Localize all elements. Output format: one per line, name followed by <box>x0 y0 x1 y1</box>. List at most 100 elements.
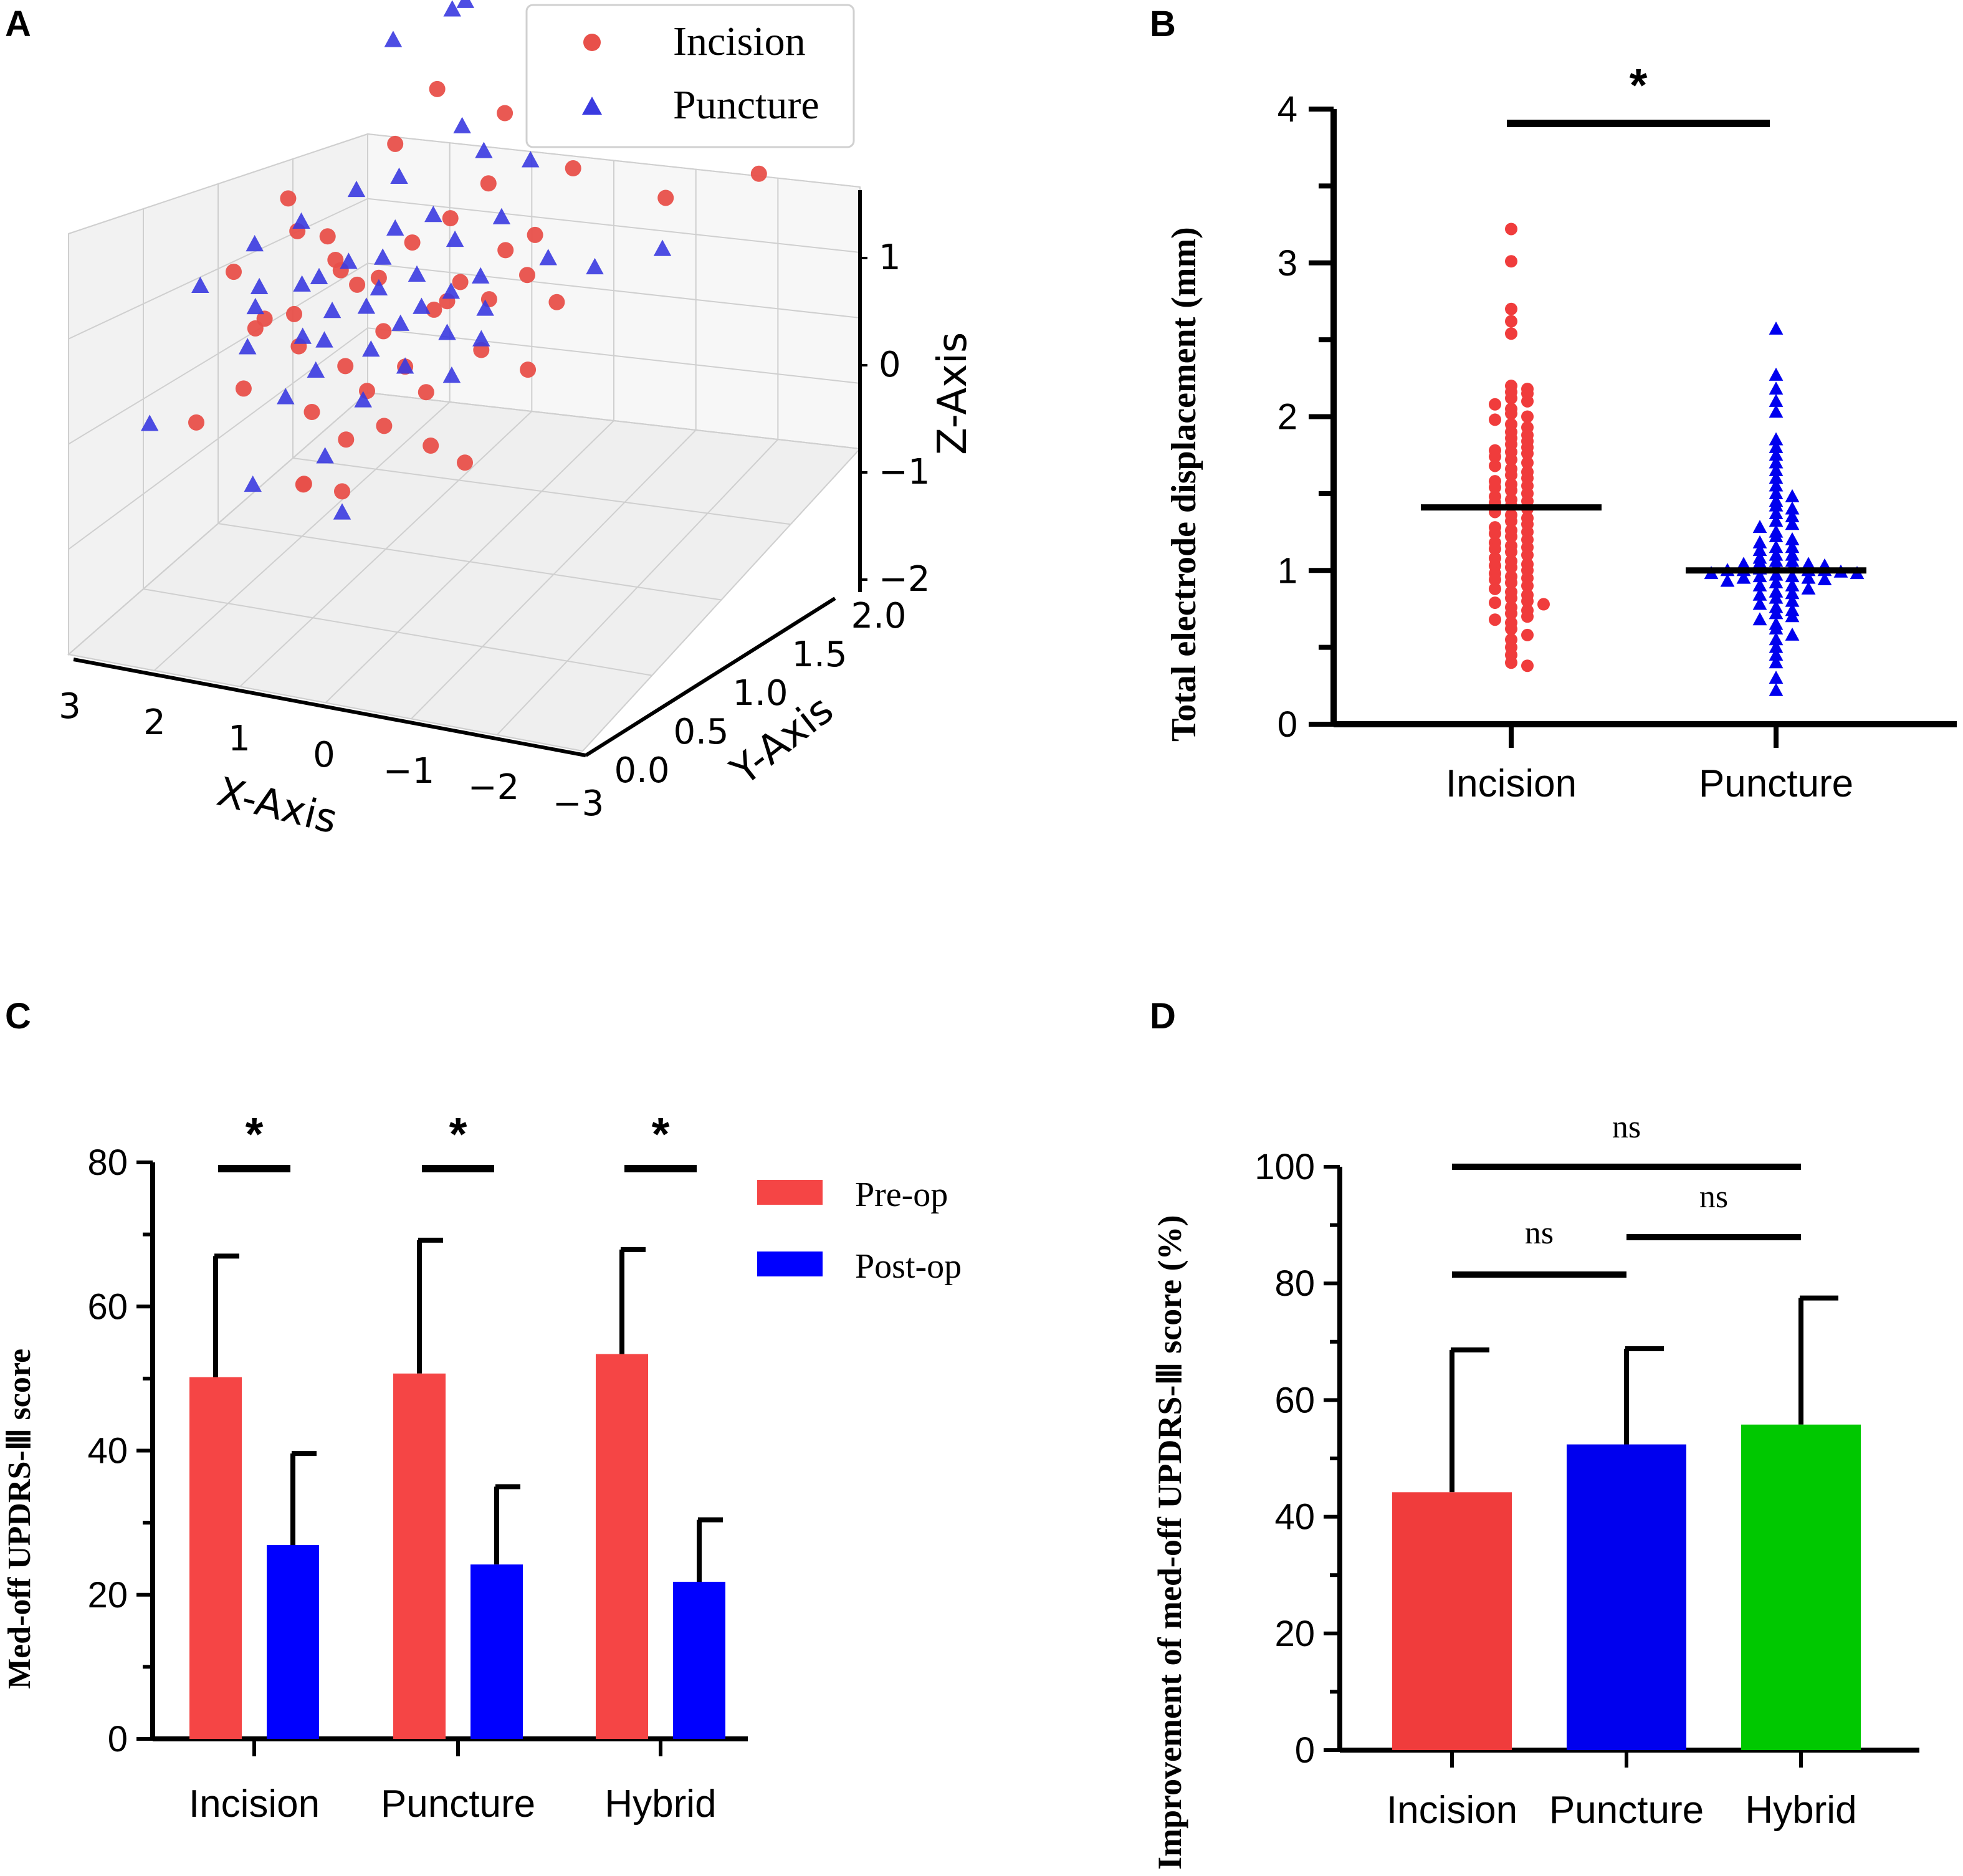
puncture-dot <box>1769 498 1784 512</box>
puncture-point <box>476 299 494 316</box>
panel-a-legend: Incision Puncture <box>525 4 855 148</box>
z-tick-label: −2 <box>879 559 930 600</box>
incision-dot <box>1505 607 1517 620</box>
incision-dot <box>1505 327 1517 340</box>
panel-d-cat-puncture: Puncture <box>1549 1789 1704 1832</box>
puncture-dot <box>1785 609 1800 623</box>
panel-d-bars <box>1392 1295 1861 1750</box>
incision-dot <box>1505 656 1517 669</box>
puncture-point <box>408 265 426 282</box>
y-tick-label: 40 <box>1274 1497 1315 1538</box>
puncture-dot <box>1769 404 1784 418</box>
puncture-dot <box>1752 543 1767 557</box>
incision-point <box>337 358 354 375</box>
incision-point <box>657 189 674 206</box>
puncture-point <box>586 257 604 275</box>
puncture-dot <box>1785 586 1800 600</box>
puncture-dot <box>1769 606 1784 620</box>
incision-dot <box>1521 410 1534 423</box>
legend-puncture-marker <box>582 97 602 115</box>
incision-dot <box>1505 407 1517 420</box>
incision-point <box>750 165 767 182</box>
incision-dot <box>1505 576 1517 589</box>
y-tick-label: 0.5 <box>673 712 728 752</box>
x-tick-label: 3 <box>59 686 81 727</box>
panel-b-axes: 0 1 2 3 4 <box>1278 89 1957 748</box>
puncture-dot <box>1769 639 1784 653</box>
incision-point <box>497 105 513 122</box>
puncture-point <box>246 297 265 315</box>
grid-line <box>367 133 861 188</box>
incision-point <box>303 403 320 420</box>
puncture-dot <box>1769 447 1784 461</box>
y-tick-label: 1 <box>1278 550 1297 591</box>
incision-point <box>226 264 242 280</box>
y-tick-label: 60 <box>87 1286 128 1327</box>
x-axis-line <box>73 658 586 757</box>
x-tick-label: −1 <box>383 751 435 792</box>
panel-c-letter: C <box>5 996 31 1036</box>
improvement-bar <box>1741 1424 1861 1750</box>
puncture-dot <box>1769 682 1784 696</box>
incision-point <box>376 418 393 434</box>
y-tick-label: 0 <box>1278 704 1297 745</box>
panel-b-sig-star: * <box>1630 59 1648 111</box>
panel-c-legend: Pre-op Post-op <box>757 1175 962 1286</box>
x-tick-label: 2 <box>143 702 166 743</box>
postop-bar <box>267 1544 319 1739</box>
panel-c-axes: 0 20 40 60 80 <box>87 1142 748 1759</box>
incision-point <box>423 438 439 454</box>
grid-line <box>68 654 583 752</box>
y-tick-label: 100 <box>1254 1147 1315 1187</box>
incision-point <box>442 210 459 227</box>
puncture-dot <box>1769 478 1784 492</box>
incision-dot <box>1505 453 1517 466</box>
puncture-dot <box>1769 321 1784 335</box>
puncture-dot <box>1769 505 1784 519</box>
puncture-point <box>438 323 456 340</box>
incision-point <box>286 305 302 322</box>
puncture-point <box>333 503 351 520</box>
puncture-point <box>340 252 358 269</box>
improvement-bar <box>1392 1492 1512 1750</box>
puncture-dot <box>1752 587 1767 601</box>
puncture-dot <box>1769 393 1784 407</box>
legend-preop-label: Pre-op <box>855 1175 948 1214</box>
panel-b-points <box>1489 223 1865 696</box>
puncture-dot <box>1752 578 1767 591</box>
incision-point <box>520 361 537 378</box>
puncture-dot <box>1817 572 1832 586</box>
panel-a-points <box>140 0 767 520</box>
grid-line <box>367 392 861 449</box>
puncture-point <box>384 31 403 47</box>
sig-star: * <box>246 1108 264 1160</box>
puncture-point <box>362 340 380 357</box>
z-tick-label: 1 <box>879 237 901 278</box>
puncture-point <box>323 302 341 318</box>
puncture-point <box>307 361 325 378</box>
sig-star: * <box>449 1108 467 1160</box>
puncture-dot <box>1801 581 1816 595</box>
panel-b-y-title: Total electrode displacement (mm) <box>1165 227 1203 742</box>
incision-dot <box>1521 447 1534 460</box>
panel-a-tick-labels: 3 2 1 0 −1 −2 −30.00.51.01.52.0 1 0 −1 −2 <box>59 237 930 824</box>
puncture-dot <box>1785 593 1800 607</box>
puncture-point <box>347 180 366 198</box>
puncture-dot <box>1785 517 1800 530</box>
incision-dot <box>1505 623 1517 636</box>
puncture-point <box>653 239 672 256</box>
incision-dot <box>1489 450 1501 463</box>
puncture-dot <box>1769 647 1784 661</box>
incision-dot <box>1489 582 1501 595</box>
puncture-dot <box>1785 489 1800 502</box>
puncture-dot <box>1785 627 1800 641</box>
panel-c-cat-hybrid: Hybrid <box>604 1783 716 1826</box>
comparison-label: ns <box>1612 1109 1641 1145</box>
incision-point <box>519 267 535 284</box>
incision-dot <box>1505 530 1517 543</box>
puncture-point <box>238 338 257 355</box>
incision-dot <box>1505 315 1517 328</box>
puncture-dot <box>1752 596 1767 610</box>
incision-point <box>375 323 392 340</box>
grid-line <box>367 262 861 318</box>
